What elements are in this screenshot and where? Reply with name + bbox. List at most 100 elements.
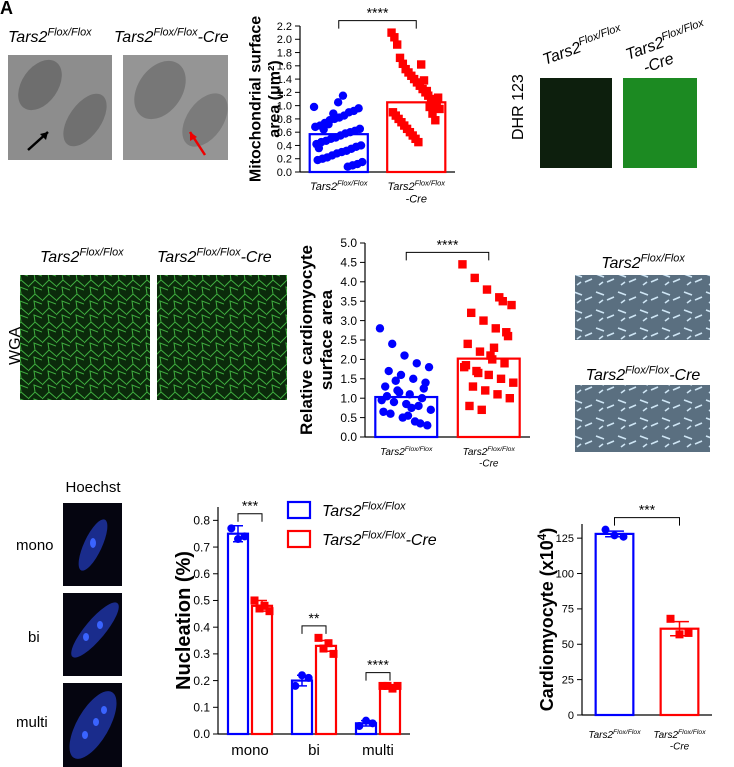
data-point: [477, 405, 486, 415]
data-point: [250, 596, 259, 605]
y-tick-label: 75: [562, 604, 574, 616]
genotype-label: Tars2Flox/Flox-Cre: [653, 729, 706, 753]
hoechst-image: [63, 503, 122, 586]
y-tick-label: 1.6: [277, 61, 292, 73]
y-axis-label: area (μm²): [267, 60, 284, 137]
data-point: [414, 401, 423, 411]
gene: Tars2: [310, 181, 337, 193]
data-point: [260, 601, 269, 610]
data-point: [384, 366, 393, 376]
y-tick-label: 1.4: [277, 74, 292, 86]
data-point: [400, 351, 409, 360]
allele: Flox/Flox: [79, 247, 124, 259]
y-axis-label: Cardiomyocyte (x104): [536, 528, 557, 712]
significance-label: ***: [639, 502, 656, 518]
data-point: [311, 122, 320, 132]
data-point: [435, 104, 444, 114]
suffix: -Cre: [406, 194, 427, 206]
data-point: [463, 339, 472, 349]
y-tick-label: 1.0: [277, 100, 292, 112]
data-point: [389, 397, 399, 407]
y-tick-label: 0.5: [340, 411, 357, 425]
genotype-label: Tars2Flox/Flox: [310, 179, 368, 193]
y-tick-label: 0.5: [193, 594, 210, 608]
data-point: [479, 316, 488, 325]
data-point: [392, 40, 402, 49]
genotype-label: Tars2Flox/Flox: [40, 247, 124, 266]
data-point: [407, 403, 416, 413]
data-point: [378, 681, 387, 690]
legend-swatch: [286, 529, 312, 549]
data-point: [475, 347, 485, 356]
data-point: [324, 120, 333, 129]
data-point: [496, 374, 506, 383]
allele: Flox/Flox: [487, 446, 515, 453]
y-axis-label: Relative cardiomyocyte: [297, 245, 316, 435]
dhr-image: [540, 78, 612, 168]
bar: [659, 627, 700, 717]
data-point: [395, 388, 404, 397]
suffix: -Cre: [479, 459, 499, 470]
y-tick-label: 4.0: [340, 275, 357, 289]
data-point: [416, 60, 426, 69]
genotype-label: Tars2Flox/Flox-Cre: [388, 179, 446, 206]
hoechst-image: [63, 683, 122, 767]
genotype-label: Tars2Flox/Flox-Cre: [463, 446, 516, 470]
y-tick-label: 5.0: [340, 236, 357, 250]
data-point: [414, 137, 423, 147]
data-point: [398, 59, 408, 69]
wga-image: [157, 275, 287, 400]
y-tick-label: 0.4: [277, 140, 292, 152]
data-point: [482, 285, 492, 294]
suffix: -Cre: [198, 29, 229, 46]
data-point: [255, 604, 264, 613]
gene: Tars2: [380, 447, 405, 458]
data-point: [388, 684, 397, 693]
genotype-label: Tars2Flox/Flox-Cre: [623, 17, 715, 81]
data-point: [422, 86, 432, 96]
y-tick-label: 0.6: [277, 127, 292, 139]
y-tick-label: 25: [562, 674, 574, 686]
data-point: [343, 162, 352, 171]
data-point: [419, 76, 429, 85]
data-point: [227, 524, 236, 533]
data-point: [368, 719, 377, 728]
data-point: [319, 644, 328, 653]
data-point: [319, 125, 328, 134]
data-point: [465, 401, 474, 411]
data-point: [500, 359, 509, 368]
significance-bracket: [237, 513, 263, 522]
data-point: [324, 639, 333, 648]
panel-label: DHR 123: [510, 74, 527, 140]
allele: Flox/Flox: [361, 501, 406, 513]
data-point: [498, 297, 507, 306]
data-point: [329, 109, 338, 118]
y-tick-label: 0.8: [193, 514, 210, 528]
genotype-label: Tars2Flox/Flox: [322, 501, 406, 520]
y-tick-label: 1.2: [277, 87, 292, 99]
y-tick-label: 100: [556, 568, 574, 580]
gene: Tars2: [8, 29, 48, 46]
data-point: [409, 374, 418, 383]
y-axis-label: Mitochondrial surface: [247, 16, 264, 182]
significance-label: ****: [367, 657, 389, 673]
data-point: [428, 109, 437, 118]
data-point: [240, 532, 249, 541]
y-tick-label: 1.0: [340, 391, 357, 405]
data-point: [390, 33, 399, 42]
y-tick-label: 0.4: [193, 620, 210, 634]
data-point: [383, 681, 392, 690]
data-point: [416, 419, 425, 428]
data-point: [375, 324, 385, 333]
genotype-label: Tars2Flox/Flox-Cre: [157, 247, 272, 266]
x-tick-label: mono: [231, 742, 269, 759]
data-point: [424, 362, 434, 372]
bar: [594, 532, 635, 717]
allele: Flox/Flox: [153, 27, 198, 39]
y-tick-label: 1.5: [340, 372, 357, 386]
data-point: [304, 673, 313, 682]
significance-bracket: [405, 251, 490, 261]
data-point: [388, 339, 397, 349]
allele: Flox/Flox: [613, 729, 641, 736]
x-tick-label: multi: [362, 742, 394, 759]
